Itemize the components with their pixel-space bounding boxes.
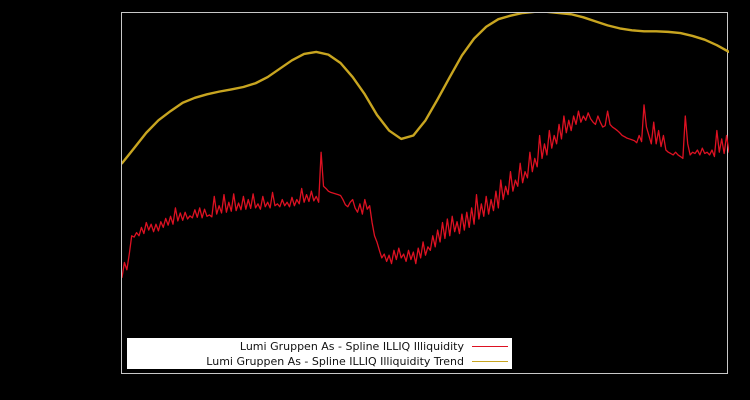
legend-swatch-illiquidity: [472, 341, 508, 352]
legend-label: Lumi Gruppen As - Spline ILLIQ Illiquidi…: [206, 354, 464, 368]
legend-label: Lumi Gruppen As - Spline ILLIQ Illiquidi…: [239, 339, 464, 353]
legend-entry: Lumi Gruppen As - Spline ILLIQ Illiquidi…: [127, 354, 512, 369]
series-line-trend: [122, 13, 729, 165]
plot-svg: [122, 13, 729, 279]
plot-area: [121, 12, 729, 374]
y-axis-tick-labels: 10000000000000 100000000000 1000000000 1…: [0, 0, 118, 400]
legend: Lumi Gruppen As - Spline ILLIQ Illiquidi…: [127, 338, 512, 369]
legend-entry: Lumi Gruppen As - Spline ILLIQ Illiquidi…: [127, 339, 512, 354]
series-line-illiquidity: [122, 104, 729, 279]
legend-swatch-trend: [472, 356, 508, 367]
